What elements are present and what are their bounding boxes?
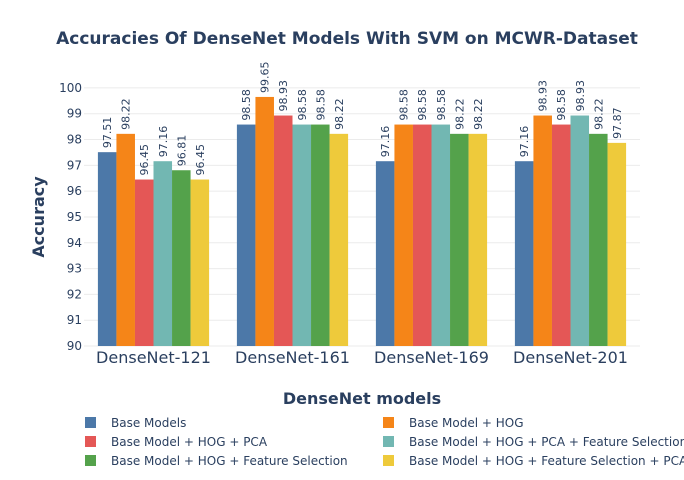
x-tick-label: DenseNet-169 xyxy=(374,348,489,367)
bar-value-label: 96.45 xyxy=(194,144,207,176)
bar xyxy=(97,152,117,346)
bar-value-label: 99.65 xyxy=(259,61,272,93)
bar-value-label: 98.58 xyxy=(296,89,309,121)
bar-value-label: 98.22 xyxy=(592,98,605,130)
legend-label: Base Model + HOG + PCA + Feature Selecti… xyxy=(409,435,684,449)
legend-swatch xyxy=(383,436,394,447)
bar xyxy=(116,133,135,346)
bar xyxy=(450,133,469,346)
legend-item[interactable]: Base Models xyxy=(85,416,186,430)
bar xyxy=(468,133,488,346)
bar xyxy=(329,133,349,346)
bar xyxy=(533,115,552,346)
x-tick-label: DenseNet-201 xyxy=(513,348,628,367)
legend-item[interactable]: Base Model + HOG + Feature Selection xyxy=(85,454,348,468)
bar xyxy=(607,142,627,346)
y-tick-label: 93 xyxy=(67,262,82,276)
bar xyxy=(375,161,395,346)
y-tick-label: 91 xyxy=(67,313,82,327)
legend-label: Base Model + HOG + Feature Selection + P… xyxy=(409,454,684,468)
bar-value-label: 98.58 xyxy=(555,89,568,121)
bar-value-label: 98.58 xyxy=(435,89,448,121)
chart-title: Accuracies Of DenseNet Models With SVM o… xyxy=(56,29,638,49)
legend-swatch xyxy=(85,455,96,466)
data-labels: 97.51 98.22 96.45 97.16 96.81 96.45 98.58 99.65… xyxy=(101,61,624,175)
legend-swatch xyxy=(383,417,394,428)
x-tick-label: DenseNet-121 xyxy=(96,348,211,367)
y-tick-label: 90 xyxy=(67,339,82,353)
bar-value-label: 97.16 xyxy=(157,126,170,158)
bar xyxy=(589,133,608,346)
legend-item[interactable]: Base Model + HOG + Feature Selection + P… xyxy=(383,454,684,468)
bar xyxy=(412,124,432,346)
bar xyxy=(153,161,173,346)
y-tick-label: 97 xyxy=(67,158,82,172)
bar-value-label: 97.16 xyxy=(379,126,392,158)
bar-value-label: 97.16 xyxy=(518,126,531,158)
bar xyxy=(431,124,451,346)
bar-value-label: 98.58 xyxy=(416,89,429,121)
y-axis-title: Accuracy xyxy=(29,176,48,258)
bar-value-label: 98.58 xyxy=(240,89,253,121)
bar xyxy=(514,161,534,346)
legend-label: Base Models xyxy=(111,416,186,430)
y-tick-label: 94 xyxy=(67,236,82,250)
y-tick-label: 96 xyxy=(67,184,82,198)
bar xyxy=(570,115,590,346)
bar-value-label: 98.22 xyxy=(472,98,485,130)
y-tick-label: 98 xyxy=(67,133,82,147)
y-tick-label: 95 xyxy=(67,210,82,224)
bar-value-label: 98.22 xyxy=(120,98,133,130)
legend-swatch xyxy=(383,455,394,466)
bar xyxy=(172,170,191,346)
bar xyxy=(134,179,154,346)
legend-item[interactable]: Base Model + HOG + PCA xyxy=(85,435,268,449)
bar-value-label: 98.93 xyxy=(574,80,587,112)
x-tick-label: DenseNet-161 xyxy=(235,348,350,367)
bar-value-label: 97.87 xyxy=(611,107,624,139)
bar xyxy=(394,124,413,346)
bar-value-label: 96.81 xyxy=(175,135,188,167)
y-tick-label: 100 xyxy=(59,81,82,95)
legend-label: Base Model + HOG + PCA xyxy=(111,435,268,449)
legend-swatch xyxy=(85,436,96,447)
x-axis-ticks: DenseNet-121 DenseNet-161 DenseNet-169 Dens… xyxy=(96,348,628,367)
bar xyxy=(292,124,312,346)
bar-value-label: 96.45 xyxy=(138,144,151,176)
legend: Base Models Base Model + HOG Base Model + … xyxy=(85,416,684,468)
legend-label: Base Model + HOG xyxy=(409,416,524,430)
y-tick-label: 92 xyxy=(67,287,82,301)
bar xyxy=(255,96,274,346)
bar xyxy=(311,124,330,346)
bar-value-label: 98.93 xyxy=(277,80,290,112)
bar-value-label: 98.58 xyxy=(398,89,411,121)
bar-value-label: 98.22 xyxy=(453,98,466,130)
bar-value-label: 97.51 xyxy=(101,117,114,148)
bar-value-label: 98.58 xyxy=(314,89,327,121)
bar xyxy=(273,115,293,346)
bar xyxy=(551,124,571,346)
bar-value-label: 98.93 xyxy=(537,80,550,112)
legend-label: Base Model + HOG + Feature Selection xyxy=(111,454,348,468)
x-axis-title: DenseNet models xyxy=(283,389,441,408)
bar xyxy=(190,179,210,346)
bar-value-label: 98.22 xyxy=(333,98,346,130)
bar xyxy=(236,124,256,346)
bars xyxy=(97,96,627,346)
y-axis-ticks: 90 91 92 93 94 95 96 97 98 99 100 xyxy=(59,81,82,353)
y-tick-label: 99 xyxy=(67,107,82,121)
legend-item[interactable]: Base Model + HOG + PCA + Feature Selecti… xyxy=(383,435,684,449)
legend-item[interactable]: Base Model + HOG xyxy=(383,416,524,430)
legend-swatch xyxy=(85,417,96,428)
